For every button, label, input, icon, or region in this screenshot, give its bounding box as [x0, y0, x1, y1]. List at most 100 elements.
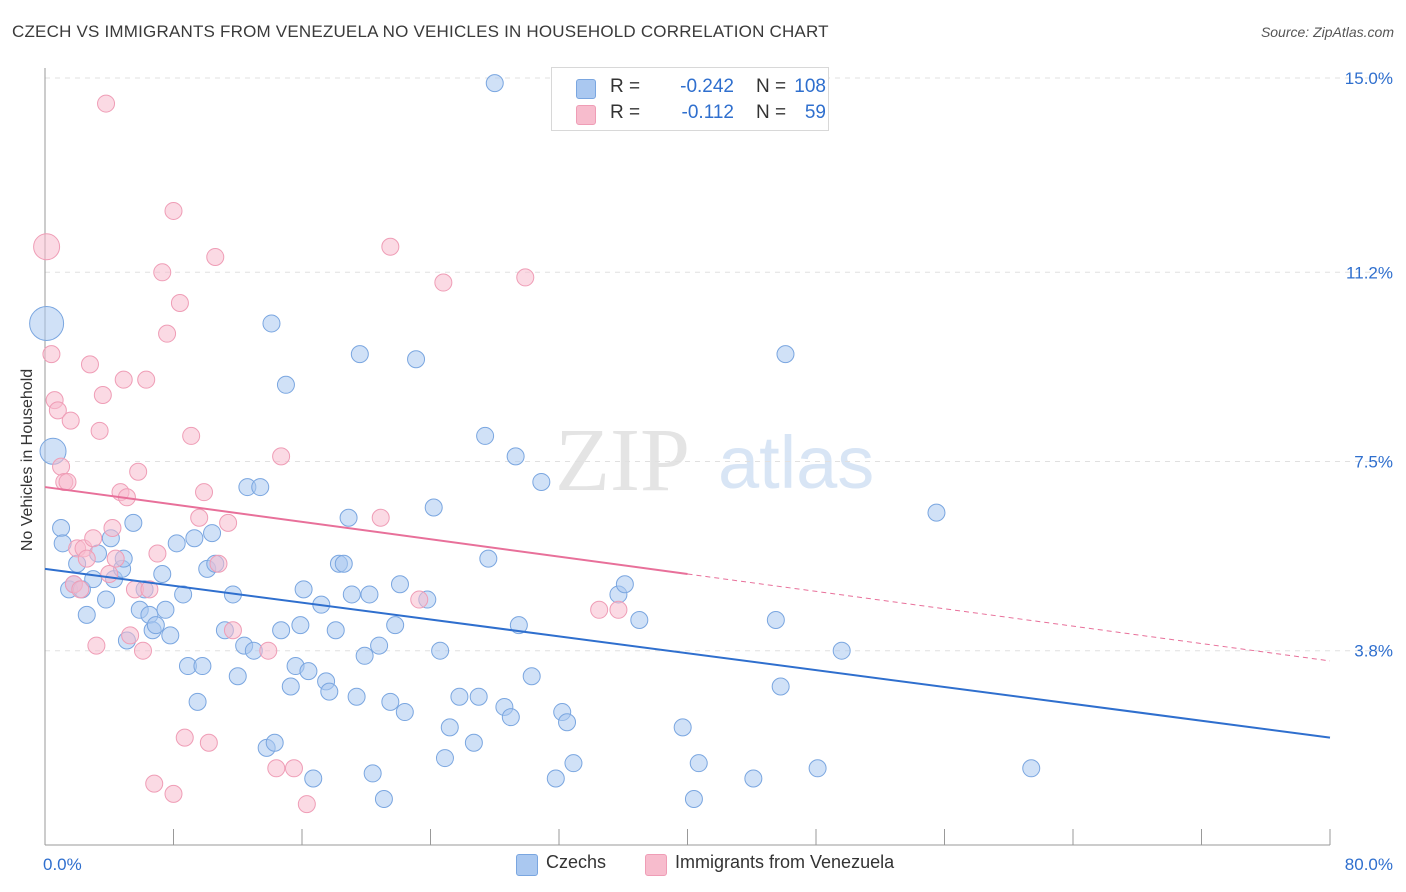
czechs-point	[630, 611, 649, 630]
venezuela-point	[133, 641, 152, 660]
czechs-point	[265, 733, 284, 752]
czechs-point	[124, 513, 143, 532]
venezuela-point	[199, 733, 218, 752]
venezuela-point	[33, 233, 61, 261]
r-label: R =	[610, 102, 641, 123]
czechs-point	[146, 616, 165, 635]
venezuela-point	[153, 263, 172, 282]
czechs-point	[97, 590, 116, 609]
czechs-point	[374, 789, 393, 808]
czechs-point	[485, 74, 504, 93]
venezuela-point	[48, 401, 67, 420]
venezuela-point	[164, 784, 183, 803]
czechs-point	[424, 498, 443, 517]
czechs-point	[360, 585, 379, 604]
czechs-swatch	[516, 854, 538, 876]
czechs-point	[689, 754, 708, 773]
venezuela-point	[190, 508, 209, 527]
x-tick-label: 0.0%	[43, 855, 82, 874]
czechs-point	[832, 641, 851, 660]
venezuela-point	[103, 518, 122, 537]
czechs-point	[334, 554, 353, 573]
venezuela-point	[145, 774, 164, 793]
czechs-point	[808, 759, 827, 778]
czechs-point	[522, 667, 541, 686]
venezuela-point	[516, 268, 535, 287]
czechs-point	[342, 585, 361, 604]
czechs-point	[776, 345, 795, 364]
czechs-point	[684, 789, 703, 808]
venezuela-point	[148, 544, 167, 563]
czechs-trend-line	[44, 567, 1331, 739]
czechs-point	[281, 677, 300, 696]
czechs-point	[431, 641, 450, 660]
czechs-point	[77, 605, 96, 624]
czechs-point	[532, 472, 551, 491]
venezuela-point	[170, 293, 189, 312]
czechs-point	[350, 345, 369, 364]
czechs-point	[188, 692, 207, 711]
czechs-point	[390, 575, 409, 594]
czechs-point	[193, 657, 212, 676]
venezuela-point	[182, 426, 201, 445]
venezuela-point	[140, 580, 159, 599]
venezuela-point	[80, 355, 99, 374]
czechs-point	[304, 769, 323, 788]
venezuela-swatch	[645, 854, 667, 876]
czechs-point	[272, 621, 291, 640]
czechs-point	[435, 749, 454, 768]
czechs-point	[407, 350, 426, 369]
n-value: 108	[794, 76, 826, 97]
source-credit: Source: ZipAtlas.com	[1260, 24, 1394, 40]
venezuela-point	[410, 590, 429, 609]
stats-legend: R = -0.242 N = 108 R = -0.112 N = 59	[551, 67, 829, 131]
venezuela-point	[209, 554, 228, 573]
r-value: -0.242	[680, 76, 734, 97]
r-label: R =	[610, 76, 641, 97]
czechs-point	[464, 733, 483, 752]
czechs-point	[564, 754, 583, 773]
czechs-point	[228, 667, 247, 686]
venezuela-point	[158, 324, 177, 343]
venezuela-point	[297, 795, 316, 814]
venezuela-point	[52, 457, 71, 476]
venezuela-point	[106, 549, 125, 568]
x-tick-label: 80.0%	[1345, 855, 1393, 874]
czechs-point	[766, 611, 785, 630]
czechs-point	[771, 677, 790, 696]
czechs-point	[1022, 759, 1041, 778]
venezuela-point	[219, 513, 238, 532]
czechs-point	[395, 703, 414, 722]
czechs-point	[440, 718, 459, 737]
venezuela-point	[84, 529, 103, 548]
venezuela-point	[61, 411, 80, 430]
czechs-point	[546, 769, 565, 788]
watermark-zip: ZIP	[555, 411, 690, 510]
czechs-swatch	[576, 79, 596, 99]
n-value: 59	[804, 102, 826, 123]
czechs-point	[339, 508, 358, 527]
venezuela-point	[267, 759, 286, 778]
czechs-point	[469, 687, 488, 706]
venezuela-point	[71, 580, 90, 599]
venezuela-point	[259, 641, 278, 660]
venezuela-point	[114, 370, 133, 389]
venezuela-point	[90, 421, 109, 440]
venezuela-point	[77, 549, 96, 568]
n-label: N =	[756, 76, 787, 97]
venezuela-point	[381, 237, 400, 256]
czechs-point	[153, 564, 172, 583]
czechs-point	[450, 687, 469, 706]
legend-label: Immigrants from Venezuela	[675, 852, 895, 872]
czechs-point	[347, 687, 366, 706]
czechs-point	[294, 580, 313, 599]
venezuela-point	[223, 621, 242, 640]
venezuela-point	[371, 508, 390, 527]
n-label: N =	[756, 102, 787, 123]
czechs-point	[558, 713, 577, 732]
czechs-point	[506, 447, 525, 466]
y-tick-label: 15.0%	[1345, 69, 1393, 88]
czechs-point	[185, 529, 204, 548]
czechs-point	[370, 636, 389, 655]
czechs-point	[251, 478, 270, 497]
